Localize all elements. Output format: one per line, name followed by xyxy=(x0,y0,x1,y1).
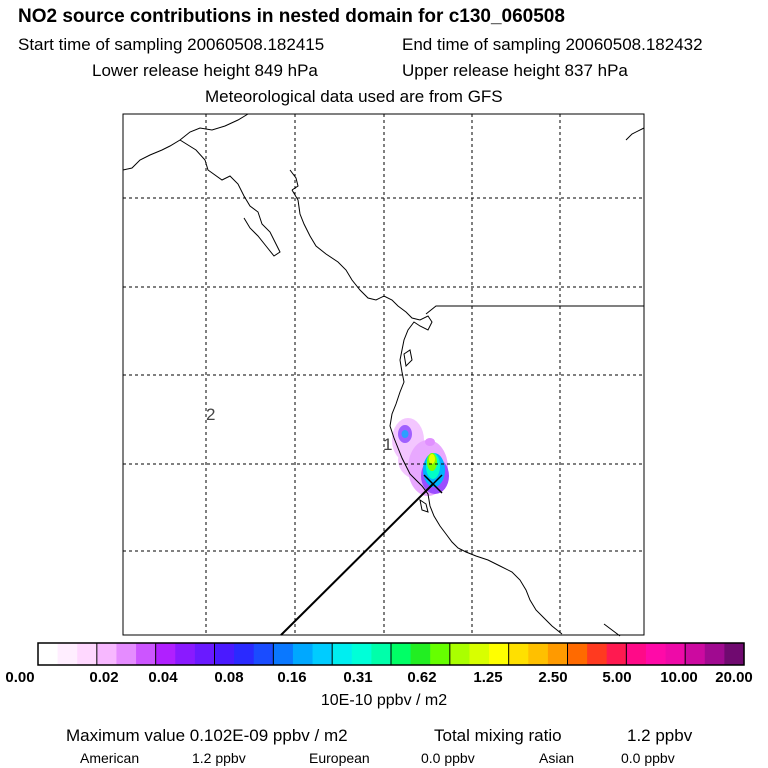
colorbar-tick: 0.02 xyxy=(89,669,119,686)
map-label-2: 2 xyxy=(206,405,216,424)
total-mixing-ratio-value: 1.2 ppbv xyxy=(627,726,693,745)
colorbar-cell xyxy=(547,643,569,665)
trajectory-line xyxy=(280,483,434,636)
colorbar-cell xyxy=(567,643,588,665)
american-value: 1.2 ppbv xyxy=(192,750,246,766)
colorbar-cell xyxy=(391,643,412,665)
colorbar-tick: 2.50 xyxy=(538,669,568,686)
colorbar-cell xyxy=(253,643,274,665)
lower-release-height-label: Lower release height 849 hPa xyxy=(92,61,318,80)
european-value: 0.0 ppbv xyxy=(421,750,475,766)
colorbar-tick: 0.16 xyxy=(277,669,307,686)
asian-value: 0.0 ppbv xyxy=(621,750,675,766)
release-point-marker xyxy=(423,474,443,494)
colorbar-cell xyxy=(57,643,78,665)
colorbar-cell xyxy=(508,643,529,665)
colorbar-cell xyxy=(606,643,627,665)
colorbar-cell xyxy=(332,643,353,665)
colorbar-cell xyxy=(430,643,451,665)
colorbar-tick: 0.08 xyxy=(214,669,244,686)
coastline xyxy=(122,113,645,637)
end-time-label: End time of sampling 20060508.182432 xyxy=(402,35,703,54)
colorbar-cell xyxy=(96,643,118,665)
upper-release-height-label: Upper release height 837 hPa xyxy=(402,61,628,80)
map-title: NO2 source contributions in nested domai… xyxy=(18,6,565,27)
colorbar-cell xyxy=(449,643,471,665)
colorbar-cell xyxy=(194,643,216,665)
colorbar-cell xyxy=(410,643,431,665)
colorbar-frame xyxy=(37,642,745,666)
colorbar-cell xyxy=(724,643,745,665)
colorbar-cell xyxy=(371,643,392,665)
total-mixing-ratio-label: Total mixing ratio xyxy=(434,726,562,745)
colorbar-cell xyxy=(312,643,333,665)
colorbar-cell xyxy=(77,643,98,665)
colorbar-cell xyxy=(38,643,59,665)
colorbar-tick: 0.31 xyxy=(343,669,373,686)
map-frame xyxy=(122,113,645,636)
asian-label: Asian xyxy=(539,750,575,766)
colorbar-cell xyxy=(626,643,647,665)
colorbar-cell xyxy=(528,643,549,665)
colorbar-tick: 1.25 xyxy=(473,669,503,686)
max-value-label: Maximum value 0.102E-09 ppbv / m2 xyxy=(66,726,348,745)
colorbar-cell xyxy=(351,643,372,665)
colorbar-cell xyxy=(273,643,294,665)
american-label: American xyxy=(80,750,140,766)
colorbar-tick: 0.62 xyxy=(407,669,437,686)
colorbar-cell xyxy=(175,643,196,665)
colorbar-cell xyxy=(489,643,510,665)
colorbar-cell xyxy=(116,643,137,665)
colorbar-cell xyxy=(292,643,314,665)
colorbar-tick: 0.04 xyxy=(148,669,178,686)
colorbar-cell xyxy=(155,643,176,665)
colorbar-cell xyxy=(136,643,157,665)
colorbar-tick: 5.00 xyxy=(602,669,632,686)
colorbar-cell xyxy=(214,643,235,665)
lat-lon-grid xyxy=(123,114,644,635)
colorbar-unit: 10E-10 ppbv / m2 xyxy=(320,692,448,709)
concentration-plume xyxy=(392,418,449,496)
colorbar-cell xyxy=(685,643,706,665)
colorbar-cell xyxy=(234,643,255,665)
colorbar-cell xyxy=(587,643,608,665)
colorbar-tick: 0.00 xyxy=(5,669,35,686)
colorbar-cell xyxy=(469,643,490,665)
colorbar-tick: 10.00 xyxy=(660,669,698,686)
colorbar-cell xyxy=(704,643,725,665)
colorbar-cell xyxy=(665,643,686,665)
colorbar-cell xyxy=(645,643,667,665)
map-label-1: 1 xyxy=(383,435,393,454)
european-label: European xyxy=(309,750,370,766)
met-data-label: Meteorological data used are from GFS xyxy=(205,87,503,106)
colorbar-tick: 20.00 xyxy=(715,669,753,686)
start-time-label: Start time of sampling 20060508.182415 xyxy=(18,35,325,54)
